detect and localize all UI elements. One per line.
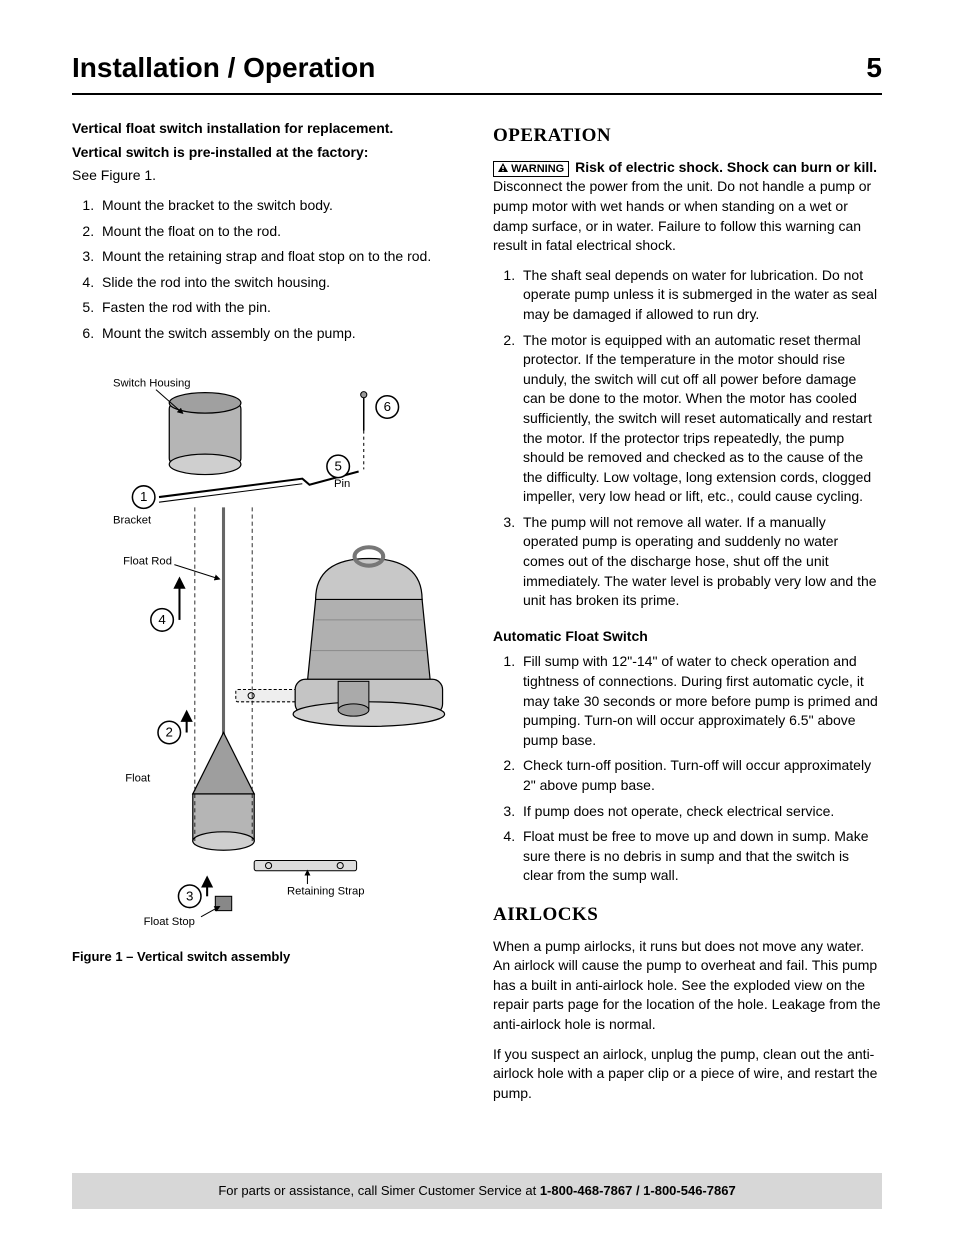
operation-item: The motor is equipped with an automatic … (519, 331, 882, 507)
label-float: Float (125, 772, 151, 784)
install-step: Mount the retaining strap and float stop… (98, 247, 461, 267)
label-bracket: Bracket (113, 514, 152, 526)
warning-badge: WARNING (493, 161, 569, 177)
callout-4: 4 (158, 612, 165, 627)
install-step: Slide the rod into the switch housing. (98, 273, 461, 293)
install-steps-list: Mount the bracket to the switch body. Mo… (72, 196, 461, 344)
install-step: Fasten the rod with the pin. (98, 298, 461, 318)
subtitle-1: Vertical float switch installation for r… (72, 119, 461, 139)
warning-body-text: Disconnect the power from the unit. Do n… (493, 178, 871, 253)
label-float-rod: Float Rod (123, 555, 172, 567)
afs-item: If pump does not operate, check electric… (519, 802, 882, 822)
see-figure: See Figure 1. (72, 166, 461, 186)
callout-1: 1 (140, 489, 147, 504)
page-number: 5 (866, 48, 882, 87)
callout-2: 2 (166, 724, 173, 739)
afs-list: Fill sump with 12"-14" of water to check… (493, 652, 882, 886)
page-title: Installation / Operation (72, 48, 375, 87)
operation-heading: OPERATION (493, 123, 882, 150)
airlocks-p1: When a pump airlocks, it runs but does n… (493, 937, 882, 1035)
left-column: Vertical float switch installation for r… (72, 119, 461, 1113)
label-float-stop: Float Stop (144, 915, 195, 927)
operation-list: The shaft seal depends on water for lubr… (493, 266, 882, 611)
figure-svg: 1 5 6 4 2 3 (72, 364, 461, 937)
afs-item: Check turn-off position. Turn-off will o… (519, 756, 882, 795)
warning-paragraph: WARNING Risk of electric shock. Shock ca… (493, 158, 882, 256)
callout-3: 3 (186, 888, 193, 903)
footer-bar: For parts or assistance, call Simer Cust… (72, 1173, 882, 1209)
afs-heading: Automatic Float Switch (493, 627, 882, 647)
afs-item: Float must be free to move up and down i… (519, 827, 882, 886)
airlocks-p2: If you suspect an airlock, unplug the pu… (493, 1045, 882, 1104)
airlocks-heading: AIRLOCKS (493, 902, 882, 929)
figure-caption: Figure 1 – Vertical switch assembly (72, 948, 461, 966)
install-step: Mount the bracket to the switch body. (98, 196, 461, 216)
operation-item: The pump will not remove all water. If a… (519, 513, 882, 611)
install-step: Mount the switch assembly on the pump. (98, 324, 461, 344)
footer-prefix: For parts or assistance, call Simer Cust… (218, 1183, 540, 1198)
install-step: Mount the float on to the rod. (98, 222, 461, 242)
content-columns: Vertical float switch installation for r… (72, 119, 882, 1113)
label-switch-housing: Switch Housing (113, 377, 191, 389)
warning-bold-text: Risk of electric shock. Shock can burn o… (575, 159, 877, 175)
warning-label-text: WARNING (511, 163, 564, 175)
operation-item: The shaft seal depends on water for lubr… (519, 266, 882, 325)
callout-5: 5 (334, 458, 341, 473)
subtitle-2: Vertical switch is pre-installed at the … (72, 143, 461, 163)
page-header: Installation / Operation 5 (72, 48, 882, 95)
label-pin: Pin (334, 477, 350, 489)
afs-item: Fill sump with 12"-14" of water to check… (519, 652, 882, 750)
figure-1: 1 5 6 4 2 3 (72, 364, 461, 967)
warning-triangle-icon (498, 163, 508, 173)
callout-6: 6 (384, 399, 391, 414)
label-retaining-strap: Retaining Strap (287, 885, 365, 897)
footer-phone: 1-800-468-7867 / 1-800-546-7867 (540, 1183, 736, 1198)
right-column: OPERATION WARNING Risk of electric shock… (493, 119, 882, 1113)
